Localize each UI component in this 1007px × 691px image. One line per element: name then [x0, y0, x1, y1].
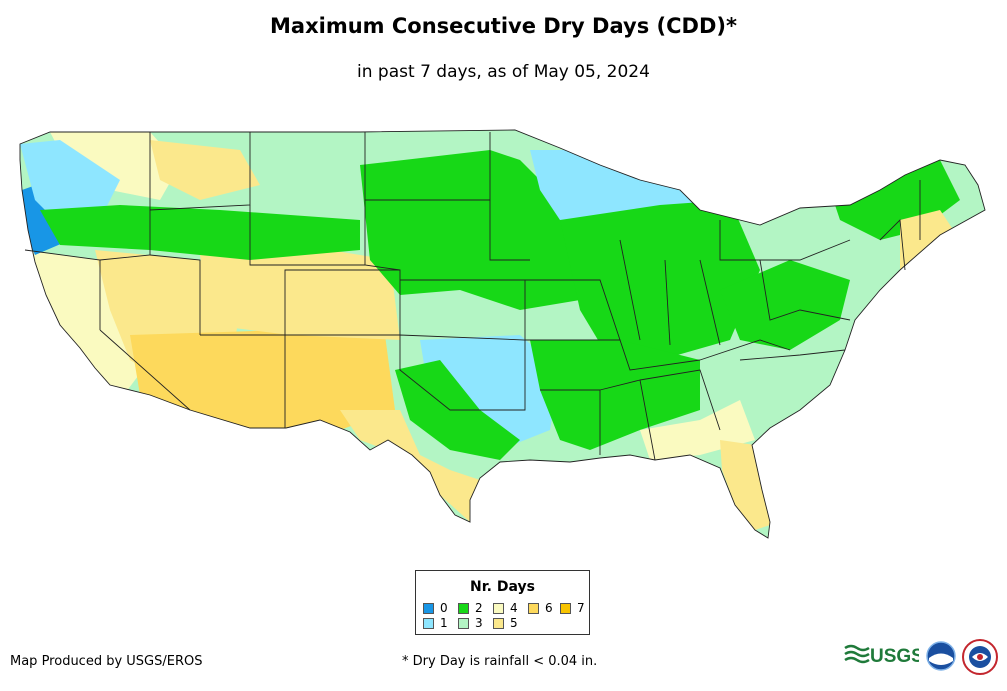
usgs-logo-text: USGS: [870, 646, 919, 667]
map-title: Maximum Consecutive Dry Days (CDD)*: [270, 14, 737, 38]
legend-swatch-7: [560, 603, 571, 614]
west-texas-dry-region: [340, 410, 480, 522]
northwest-dry-region: [50, 132, 180, 200]
usgs-logo: USGS: [844, 644, 919, 667]
legend-swatch-0: [423, 603, 434, 614]
nws-logo: [962, 639, 998, 675]
state-boundaries: [19, 129, 986, 539]
legend-label-7: 7: [577, 601, 585, 615]
north-central-wet-region: [360, 150, 580, 310]
us-outline: [19, 129, 986, 539]
legend-swatch-6: [528, 603, 539, 614]
southwest-very-dry-region: [130, 330, 395, 430]
legend-swatch-4: [493, 603, 504, 614]
legend-label-5: 5: [510, 616, 518, 630]
dry-day-footnote: * Dry Day is rainfall < 0.04 in.: [402, 654, 598, 669]
southwest-5-day-region: [200, 250, 400, 340]
map-credit: Map Produced by USGS/EROS: [10, 654, 203, 669]
montana-dry-region: [150, 140, 260, 200]
legend-label-3: 3: [475, 616, 483, 630]
legend-label-6: 6: [545, 601, 553, 615]
legend-title: Nr. Days: [470, 579, 535, 595]
northern-rockies-wet-band: [40, 205, 360, 260]
legend-label-4: 4: [510, 601, 518, 615]
map-subtitle: in past 7 days, as of May 05, 2024: [357, 62, 650, 82]
legend-swatch-1: [423, 618, 434, 629]
legend-swatch-2: [458, 603, 469, 614]
us-cdd-map: [19, 129, 986, 539]
legend-swatch-3: [458, 618, 469, 629]
legend-label-0: 0: [440, 601, 448, 615]
map-legend: Nr. Days 0 1 2 3 4 5 6 7: [415, 570, 590, 635]
lower-mississippi-wet-region: [530, 340, 700, 450]
appalachia-wet-region: [720, 260, 850, 350]
noaa-logo: [926, 641, 956, 671]
legend-swatch-5: [493, 618, 504, 629]
legend-label-1: 1: [440, 616, 448, 630]
legend-label-2: 2: [475, 601, 483, 615]
midwest-wet-region: [560, 200, 760, 360]
northwest-1-day-region: [20, 140, 120, 225]
